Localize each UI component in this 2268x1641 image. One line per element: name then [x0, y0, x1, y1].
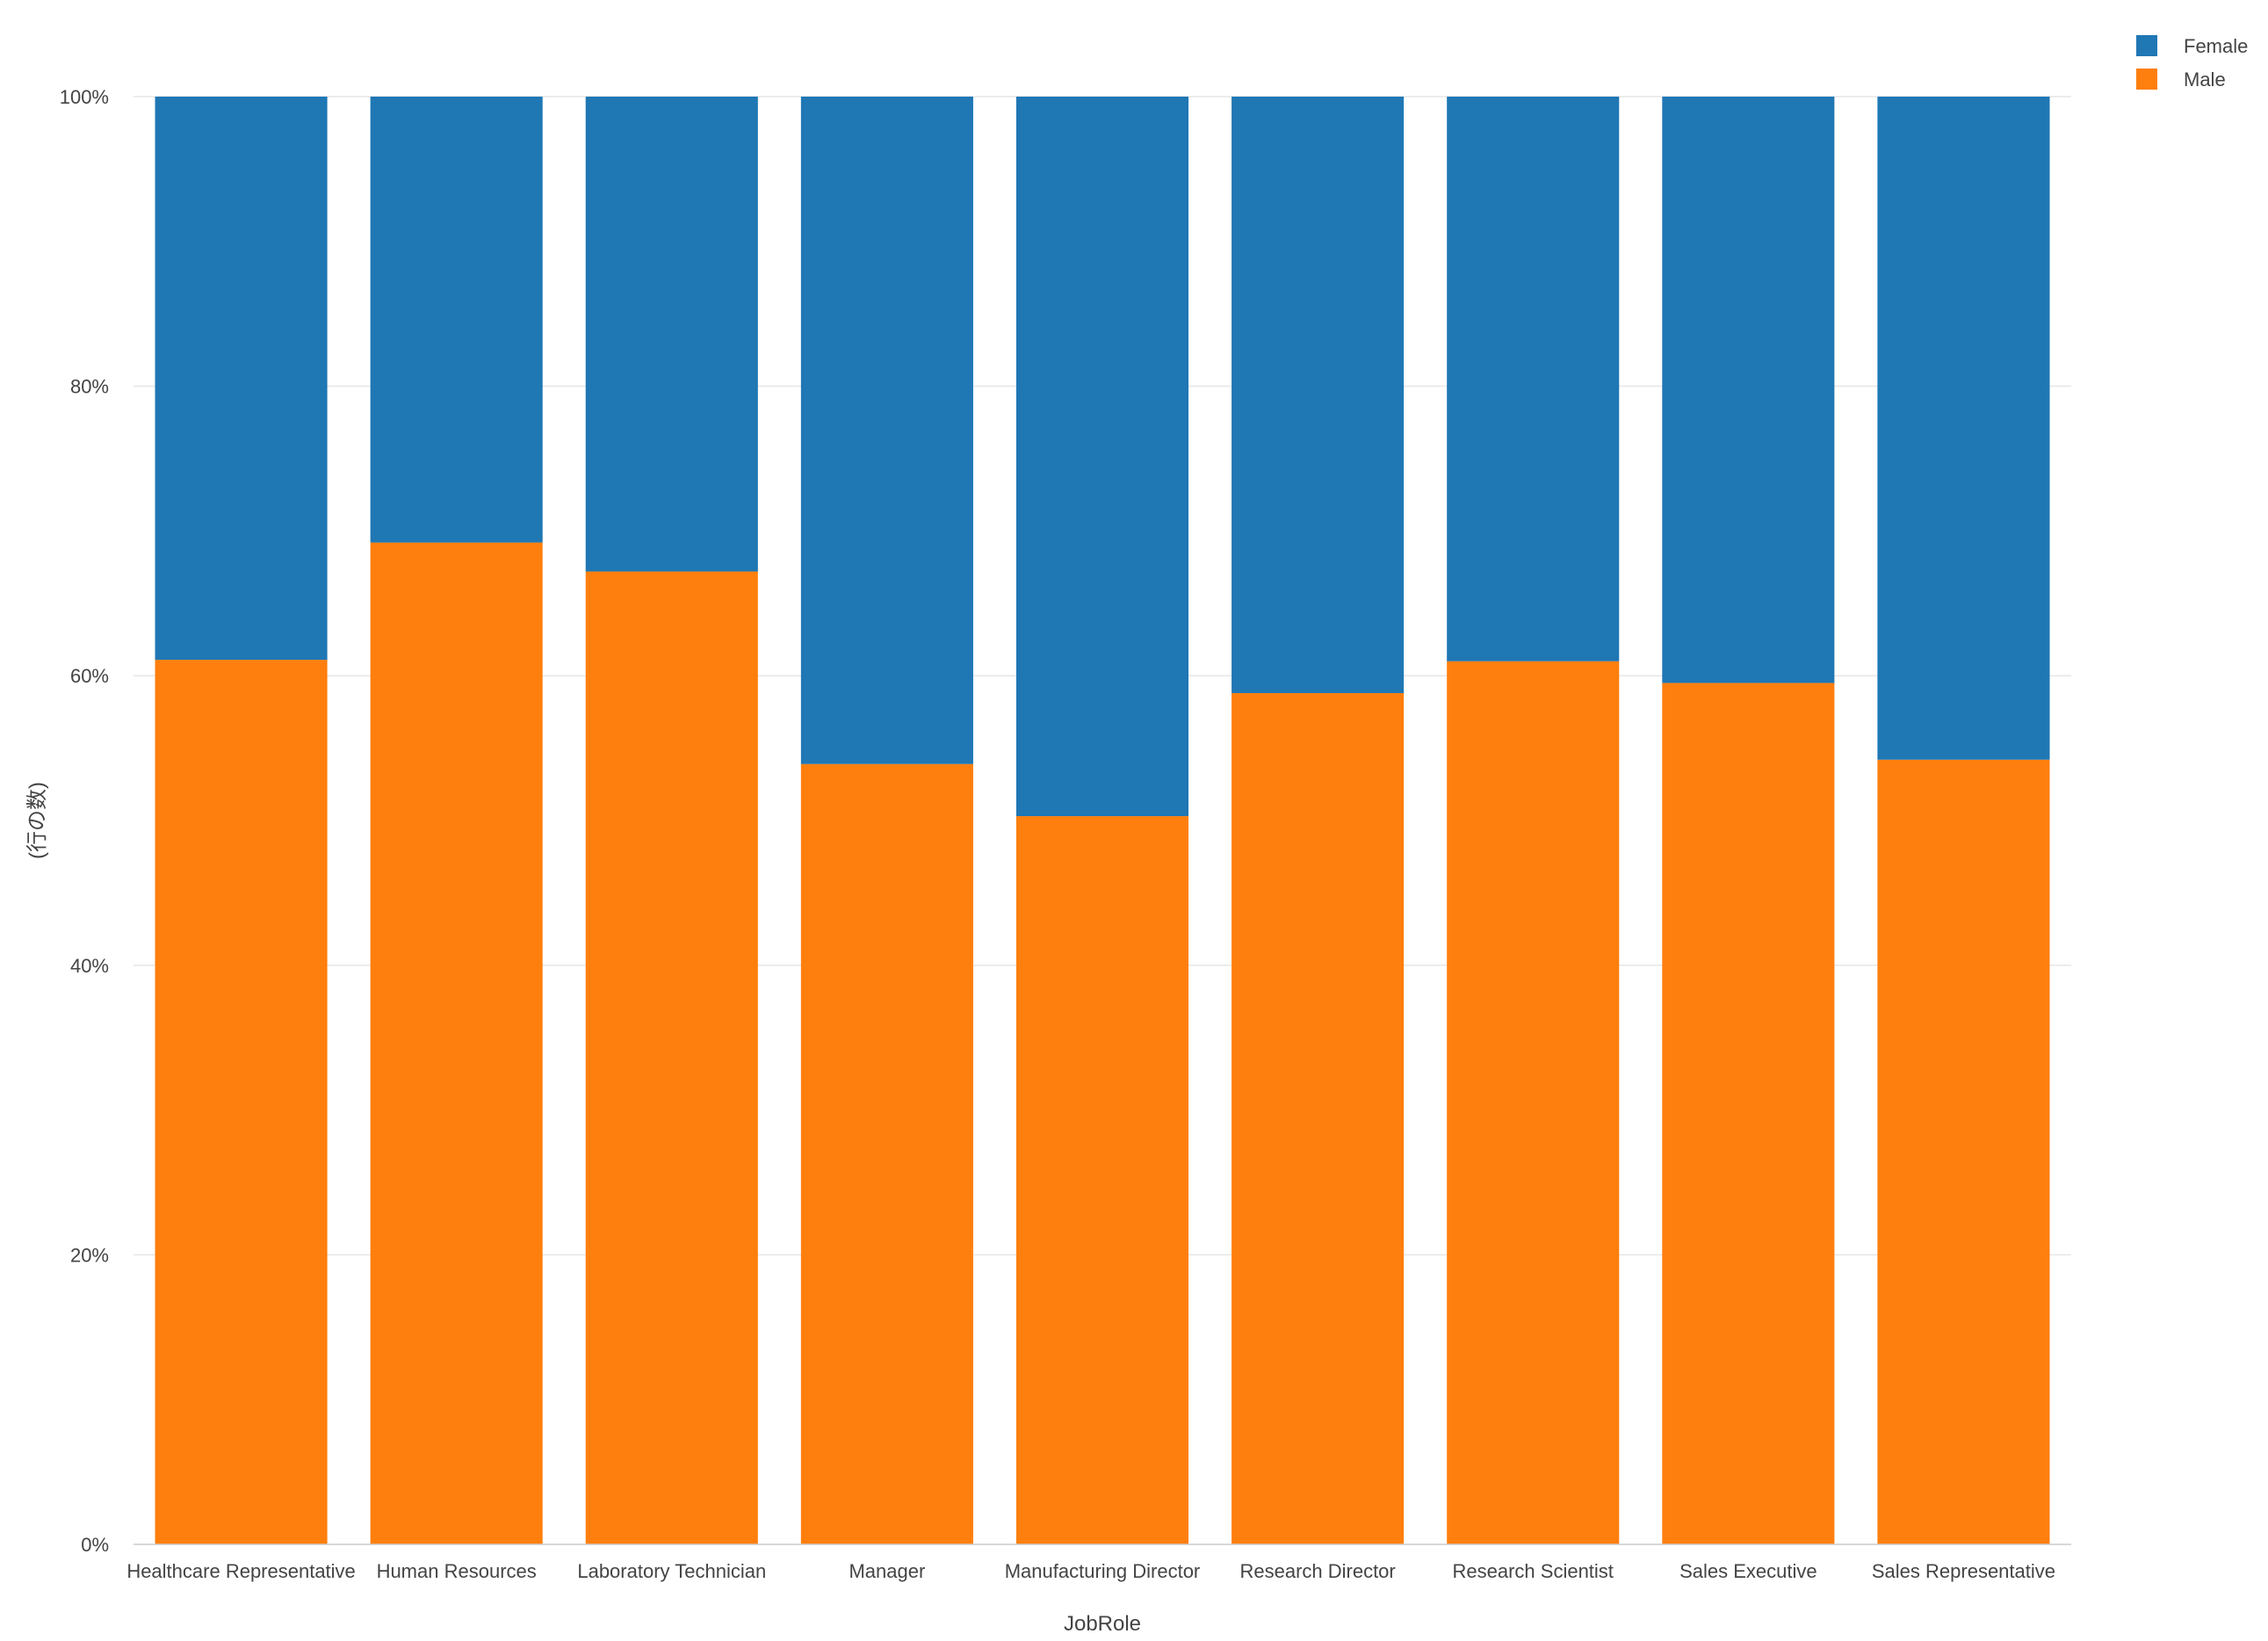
legend-swatch [2136, 35, 2157, 56]
x-tick-label: Research Scientist [1453, 1560, 1614, 1582]
legend-item-female[interactable]: Female [2136, 35, 2248, 57]
y-tick-label: 100% [60, 86, 109, 108]
bar-female-3[interactable] [800, 97, 973, 764]
x-tick-label: Laboratory Technician [577, 1560, 766, 1582]
x-tick-label: Sales Executive [1679, 1560, 1817, 1582]
bar-female-7[interactable] [1662, 97, 1835, 683]
bar-female-4[interactable] [1015, 97, 1189, 817]
bar-male-2[interactable] [585, 571, 758, 1545]
bar-male-5[interactable] [1232, 692, 1405, 1544]
y-tick-label: 0% [81, 1534, 109, 1556]
legend-label: Female [2184, 35, 2248, 57]
bar-female-6[interactable] [1447, 97, 1620, 661]
x-tick-labels: Healthcare Representative Human Resources… [126, 1560, 2055, 1582]
bar-female-0[interactable] [155, 97, 328, 661]
y-axis-title: (行の数) [25, 782, 49, 859]
legend[interactable]: Female Male [2136, 35, 2248, 90]
bar-male-1[interactable] [370, 542, 543, 1544]
y-tick-labels: 0% 20% 40% 60% 80% 100% [60, 86, 109, 1556]
x-tick-label: Sales Representative [1872, 1560, 2055, 1582]
bar-female-1[interactable] [370, 97, 543, 543]
y-tick-label: 60% [70, 665, 109, 687]
x-tick-label: Healthcare Representative [126, 1560, 355, 1582]
y-tick-label: 80% [70, 376, 109, 398]
bar-male-4[interactable] [1015, 816, 1189, 1544]
x-tick-label: Manufacturing Director [1005, 1560, 1201, 1582]
bar-male-8[interactable] [1877, 759, 2050, 1544]
bar-female-2[interactable] [585, 97, 758, 572]
x-tick-label: Human Resources [377, 1560, 537, 1582]
bar-male-0[interactable] [155, 660, 328, 1544]
legend-label: Male [2184, 69, 2226, 90]
y-tick-label: 40% [70, 955, 109, 977]
legend-item-male[interactable]: Male [2136, 69, 2226, 90]
bar-female-5[interactable] [1232, 97, 1405, 693]
x-tick-label: Research Director [1239, 1560, 1395, 1582]
bars [155, 97, 2050, 1545]
bar-male-3[interactable] [800, 763, 973, 1544]
legend-swatch [2136, 69, 2157, 90]
bar-male-7[interactable] [1662, 683, 1835, 1544]
x-axis-title: JobRole [1064, 1612, 1141, 1636]
x-tick-label: Manager [849, 1560, 925, 1582]
bar-male-6[interactable] [1447, 661, 1620, 1544]
y-tick-label: 20% [70, 1244, 109, 1266]
bar-female-8[interactable] [1877, 97, 2050, 760]
